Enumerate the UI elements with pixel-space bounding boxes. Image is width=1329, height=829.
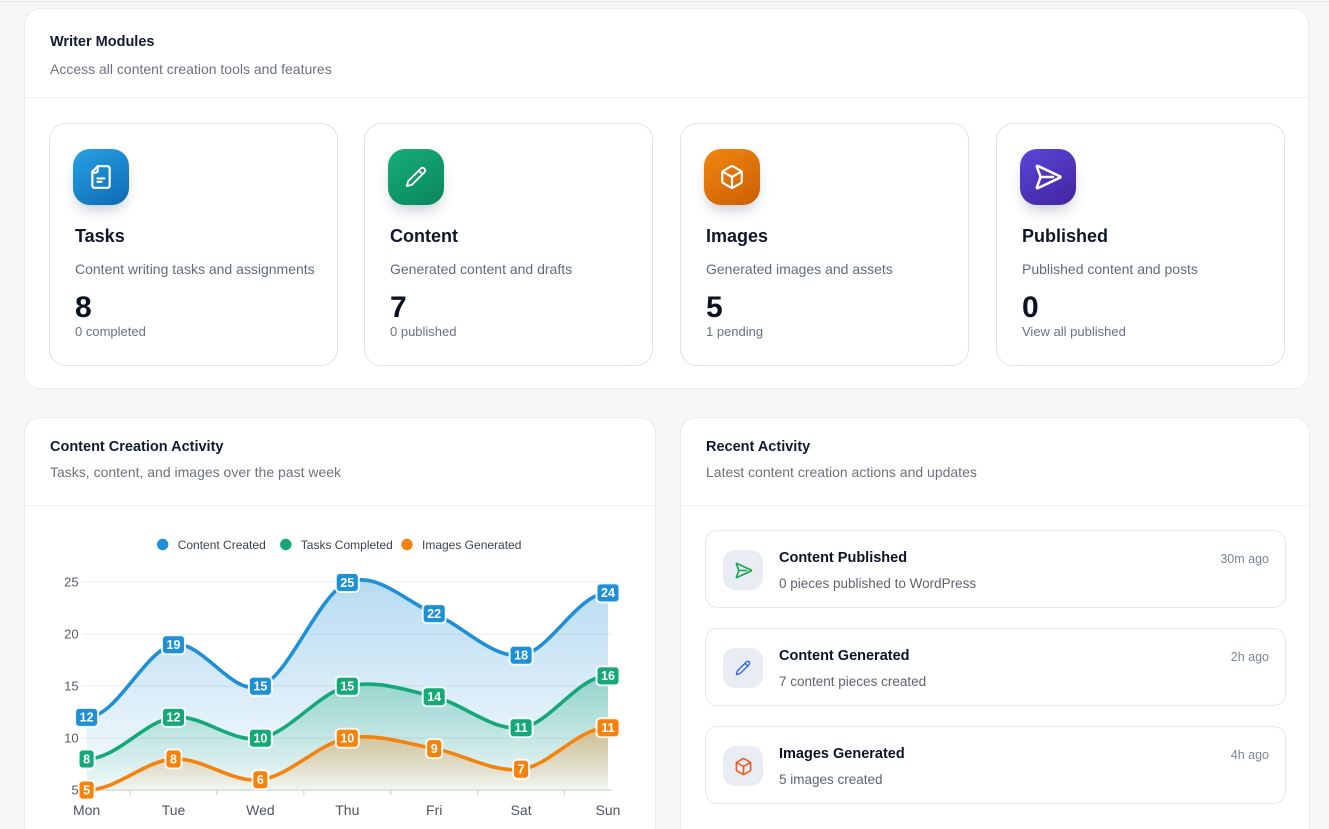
svg-text:9: 9 bbox=[431, 742, 438, 756]
svg-text:25: 25 bbox=[340, 576, 354, 590]
svg-text:20: 20 bbox=[64, 627, 78, 642]
svg-text:24: 24 bbox=[601, 586, 615, 600]
svg-text:Images Generated: Images Generated bbox=[422, 538, 521, 552]
svg-text:8: 8 bbox=[83, 752, 90, 766]
svg-text:Wed: Wed bbox=[246, 802, 275, 818]
svg-text:Sun: Sun bbox=[596, 802, 621, 818]
svg-text:8: 8 bbox=[170, 752, 177, 766]
svg-text:16: 16 bbox=[601, 669, 615, 683]
svg-text:15: 15 bbox=[253, 680, 267, 694]
svg-text:Tasks Completed: Tasks Completed bbox=[301, 538, 393, 552]
svg-text:10: 10 bbox=[64, 731, 78, 746]
svg-text:Tue: Tue bbox=[162, 802, 186, 818]
svg-text:10: 10 bbox=[340, 732, 354, 746]
svg-text:5: 5 bbox=[71, 783, 78, 798]
svg-text:11: 11 bbox=[514, 721, 527, 735]
svg-text:15: 15 bbox=[340, 680, 354, 694]
svg-text:15: 15 bbox=[64, 679, 78, 694]
svg-text:6: 6 bbox=[257, 773, 264, 787]
svg-text:25: 25 bbox=[64, 575, 78, 590]
svg-text:7: 7 bbox=[518, 763, 525, 777]
svg-text:Fri: Fri bbox=[426, 802, 442, 818]
svg-text:11: 11 bbox=[601, 721, 614, 735]
svg-text:12: 12 bbox=[80, 711, 94, 725]
svg-text:Thu: Thu bbox=[335, 802, 359, 818]
svg-text:10: 10 bbox=[253, 732, 267, 746]
svg-text:19: 19 bbox=[167, 638, 181, 652]
svg-text:5: 5 bbox=[83, 783, 90, 797]
svg-text:18: 18 bbox=[514, 649, 528, 663]
svg-text:Mon: Mon bbox=[73, 802, 100, 818]
svg-text:12: 12 bbox=[167, 711, 181, 725]
svg-text:Content Created: Content Created bbox=[178, 538, 266, 552]
svg-text:22: 22 bbox=[427, 607, 441, 621]
svg-text:14: 14 bbox=[427, 690, 441, 704]
svg-text:Sat: Sat bbox=[511, 802, 532, 818]
